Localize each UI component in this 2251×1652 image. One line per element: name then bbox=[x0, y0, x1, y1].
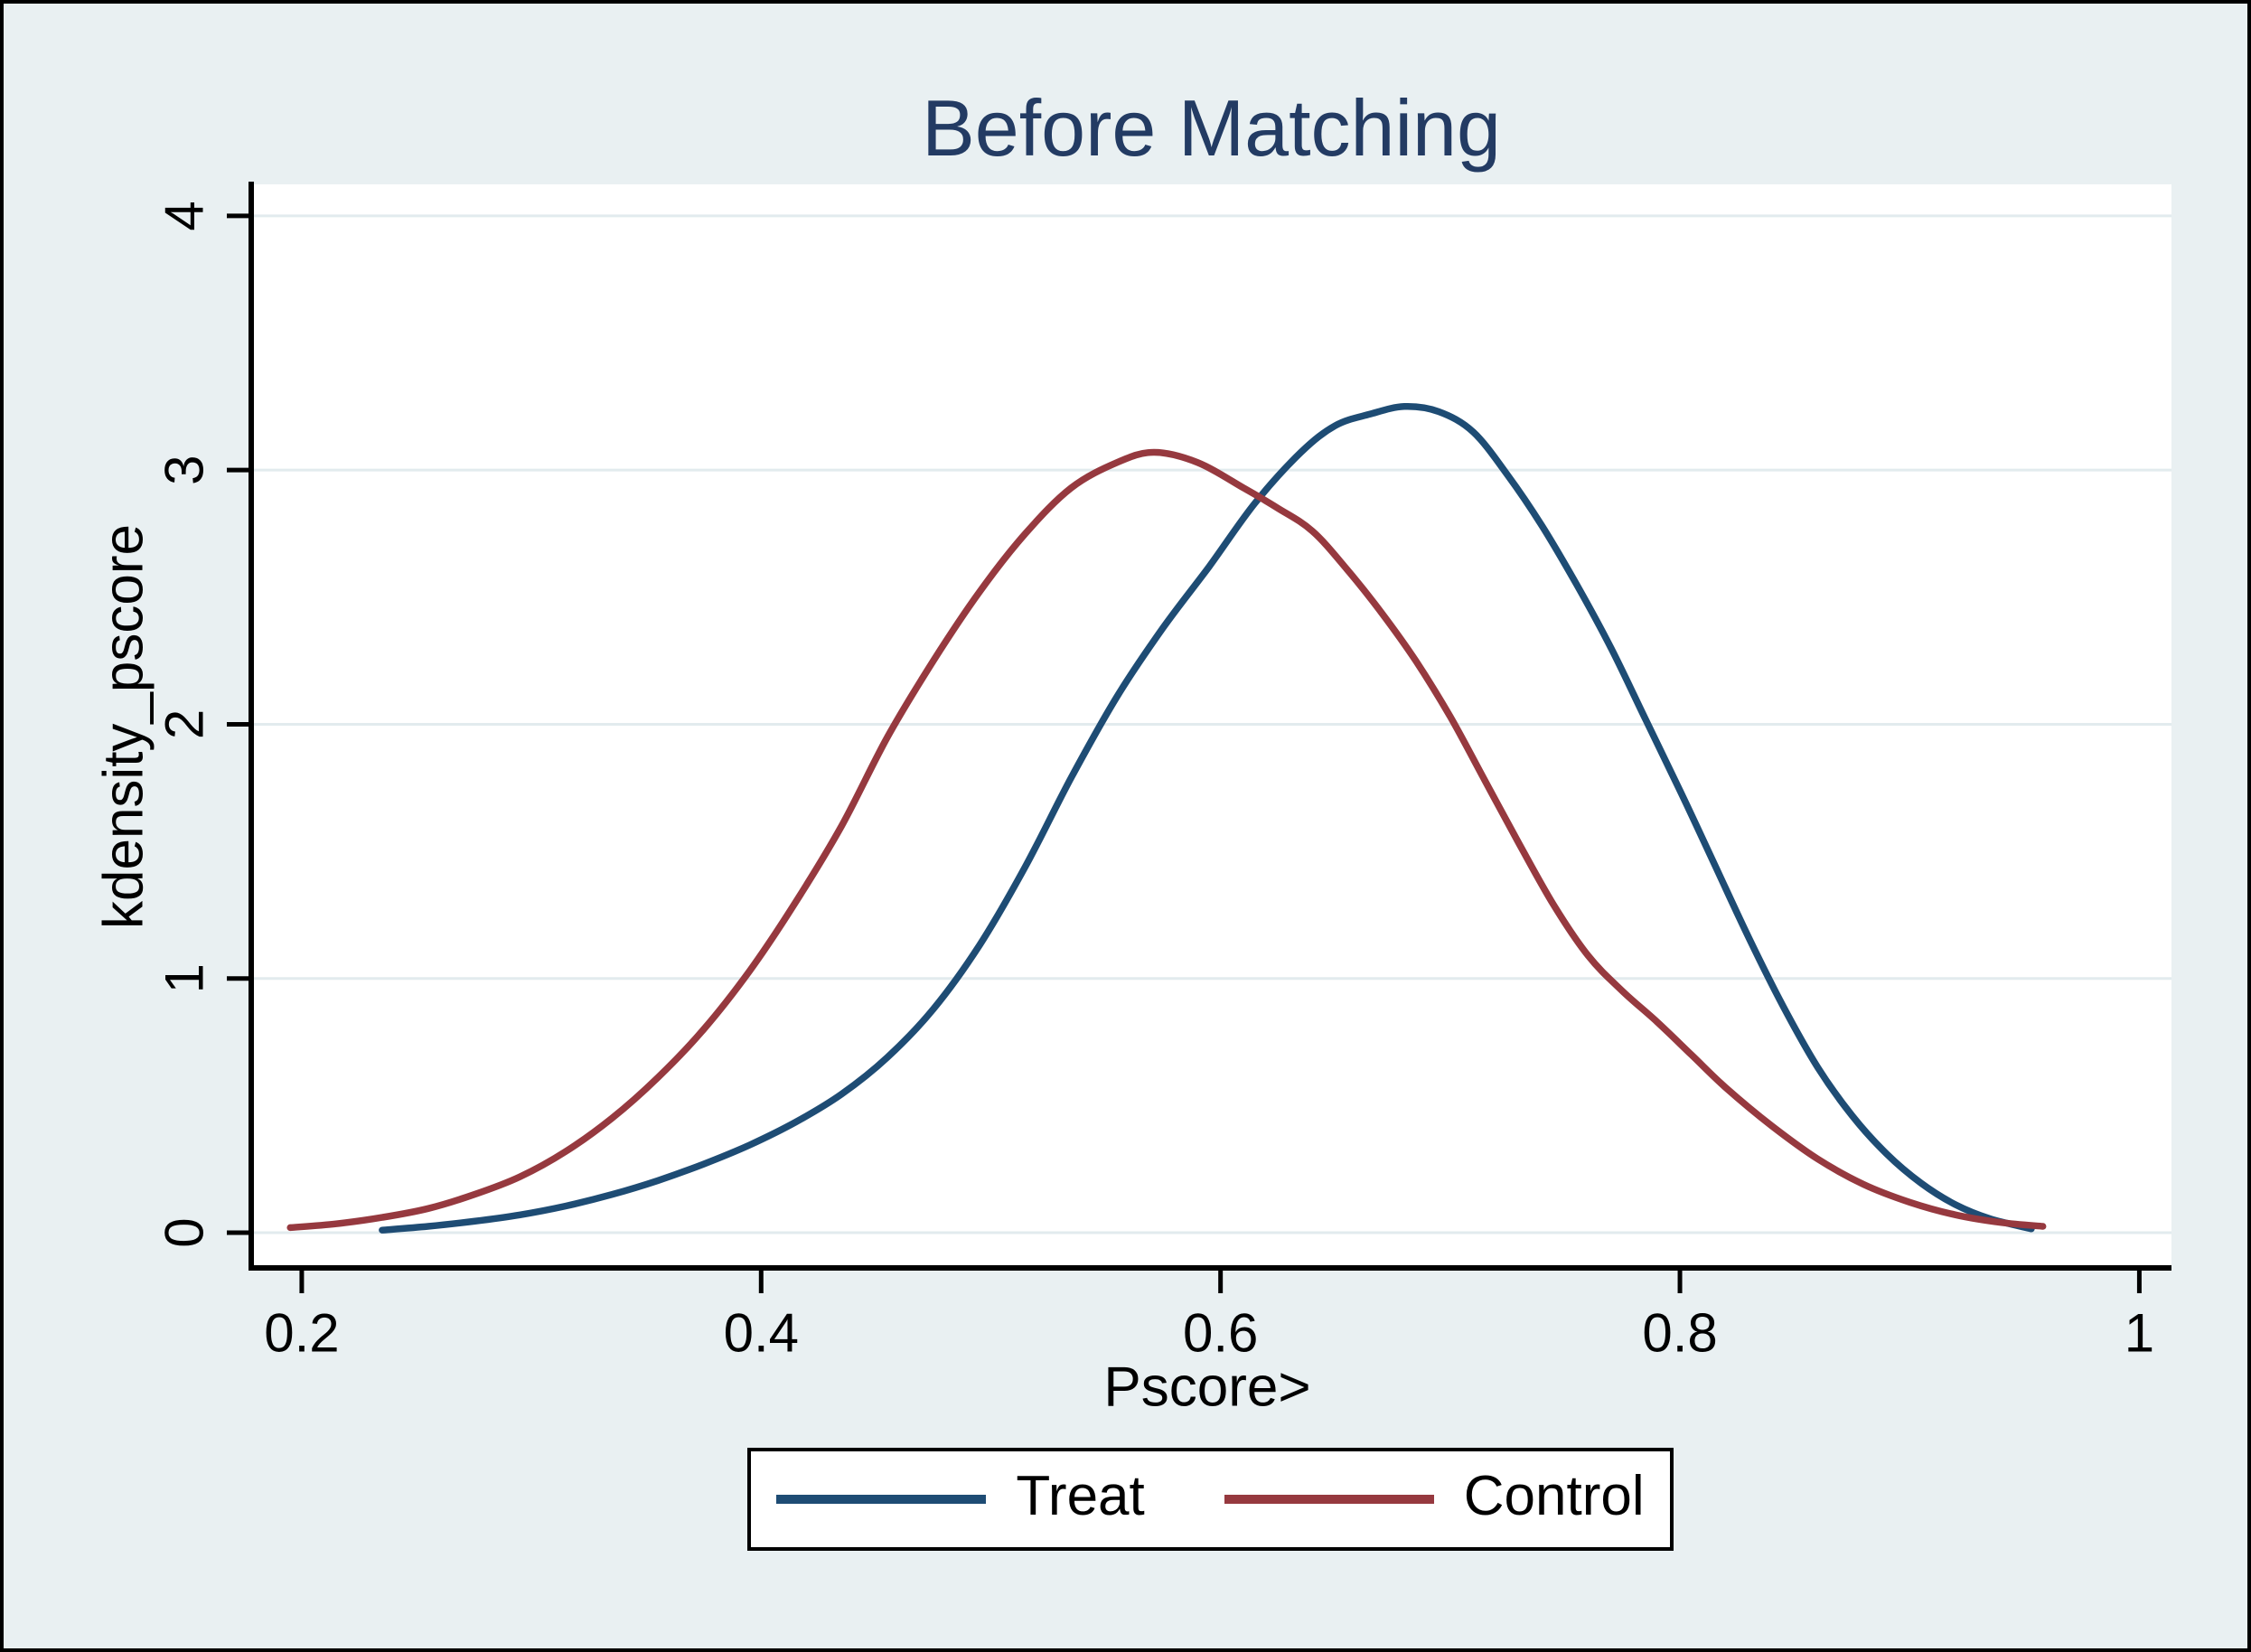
y-tick-label-4: 4 bbox=[155, 201, 215, 230]
x-tick-label-1: 1 bbox=[2124, 1303, 2154, 1364]
chart-title: Before Matching bbox=[922, 83, 1501, 173]
control-legend-label: Control bbox=[1463, 1465, 1645, 1527]
x-tick-label-0.4: 0.4 bbox=[724, 1303, 799, 1364]
x-tick-label-0.2: 0.2 bbox=[264, 1303, 339, 1364]
y-tick-label-0: 0 bbox=[155, 1217, 215, 1247]
plot-area bbox=[251, 184, 2171, 1267]
control-line-swatch bbox=[1224, 1495, 1434, 1504]
y-tick-label-1: 1 bbox=[155, 963, 215, 993]
chart-canvas: 0 1 2 3 4 0.2 0.4 0.6 0.8 1 bbox=[155, 182, 2171, 1364]
x-tick-label-0.8: 0.8 bbox=[1642, 1303, 1717, 1364]
control-curve bbox=[286, 448, 2047, 1232]
legend-item-control: Control bbox=[1224, 1469, 1645, 1530]
y-axis-title: kdensity_pscore bbox=[92, 523, 155, 930]
x-tick-label-0.6: 0.6 bbox=[1183, 1303, 1258, 1364]
y-tick-label-2: 2 bbox=[155, 709, 215, 739]
treat-line-swatch bbox=[776, 1495, 987, 1504]
y-tick-label-3: 3 bbox=[155, 455, 215, 484]
treat-legend-label: Treat bbox=[1016, 1465, 1145, 1527]
treat-curve bbox=[379, 402, 2035, 1234]
legend-item-treat: Treat bbox=[776, 1465, 1145, 1530]
legend: Treat Control bbox=[747, 1448, 1674, 1551]
x-axis-title: Pscore> bbox=[1103, 1356, 1311, 1419]
